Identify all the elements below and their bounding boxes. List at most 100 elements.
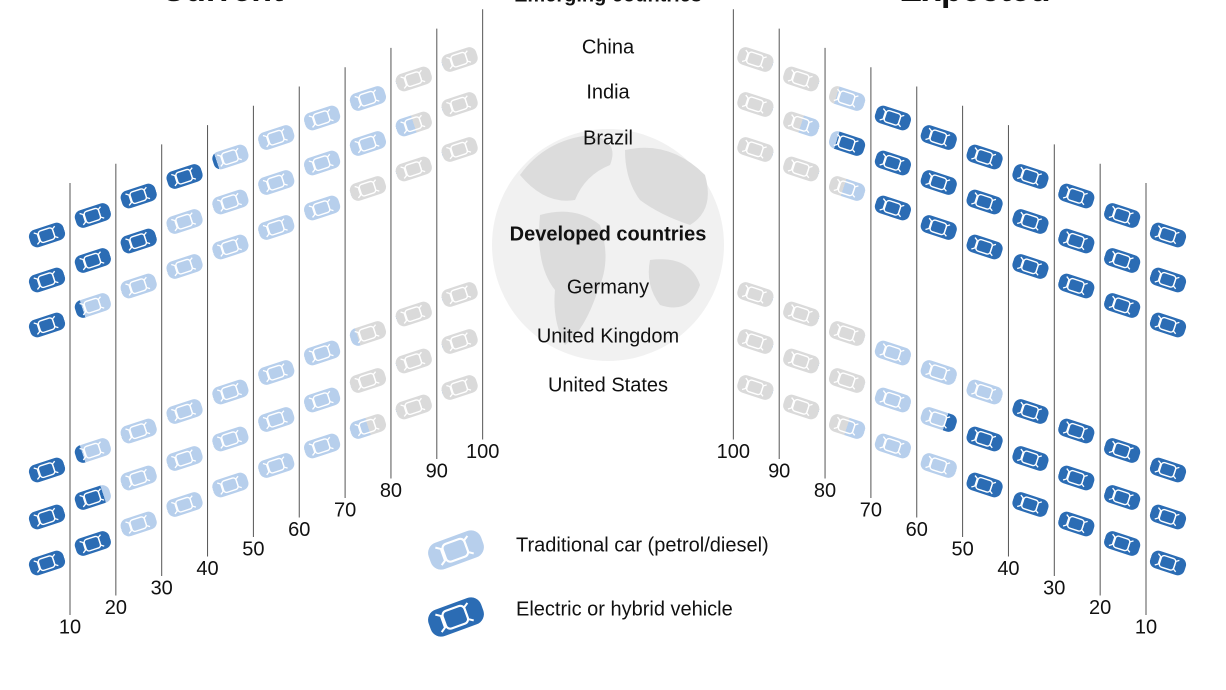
x-tick-label: 30 bbox=[151, 577, 173, 599]
car-icon bbox=[828, 368, 866, 393]
country-label: United States bbox=[548, 374, 668, 396]
car-icon bbox=[28, 550, 66, 576]
car-icon bbox=[74, 203, 111, 228]
x-tick-label: 90 bbox=[426, 460, 448, 482]
car-icon bbox=[441, 329, 478, 354]
car-icon bbox=[783, 394, 820, 420]
car-icon bbox=[304, 195, 341, 221]
x-tick-label: 60 bbox=[288, 519, 310, 541]
car-icon bbox=[1058, 465, 1095, 491]
car-icon bbox=[1058, 183, 1095, 209]
car-icon bbox=[920, 407, 957, 432]
car-icon bbox=[920, 360, 957, 385]
car-icon bbox=[395, 156, 432, 182]
car-icon bbox=[1149, 457, 1187, 483]
car-icon bbox=[212, 472, 249, 498]
car-icon bbox=[828, 321, 866, 346]
car-icon bbox=[737, 92, 774, 117]
car-icon bbox=[349, 368, 387, 393]
car-icon bbox=[395, 394, 432, 420]
car-icon bbox=[737, 137, 774, 162]
car-icon bbox=[349, 176, 387, 201]
car-icon bbox=[1058, 228, 1095, 254]
car-icon bbox=[783, 301, 820, 327]
legend-label: Electric or hybrid vehicle bbox=[516, 598, 733, 620]
car-icon bbox=[828, 86, 866, 111]
car-icon bbox=[1149, 550, 1187, 576]
panel-title: Current bbox=[161, 0, 284, 9]
car-icon bbox=[1104, 293, 1141, 318]
legend-swatch bbox=[428, 530, 484, 570]
car-icon bbox=[166, 209, 203, 234]
legend-swatch bbox=[428, 597, 484, 637]
car-icon bbox=[74, 485, 111, 510]
car-icon bbox=[166, 399, 203, 424]
car-icon bbox=[349, 86, 387, 111]
car-icon bbox=[258, 215, 295, 240]
car-icon bbox=[874, 195, 911, 221]
car-icon bbox=[28, 267, 66, 293]
car-icon bbox=[1149, 312, 1187, 338]
car-icon bbox=[304, 105, 341, 131]
car-icon bbox=[920, 170, 957, 195]
car-icon bbox=[737, 282, 774, 307]
car-icon bbox=[737, 375, 774, 400]
car-icon bbox=[166, 446, 203, 471]
car-icon bbox=[441, 375, 478, 400]
car-icon bbox=[1104, 203, 1141, 228]
car-icon bbox=[120, 228, 157, 254]
car-icon bbox=[874, 340, 911, 366]
x-tick-label: 10 bbox=[59, 616, 81, 638]
car-icon bbox=[920, 215, 957, 240]
car-icon bbox=[1104, 531, 1141, 556]
panel-title: Expected bbox=[899, 0, 1050, 9]
x-tick-label: 30 bbox=[1043, 577, 1065, 599]
car-icon bbox=[120, 183, 157, 209]
x-tick-label: 20 bbox=[105, 597, 127, 619]
car-icon bbox=[966, 426, 1003, 452]
car-icon bbox=[920, 453, 957, 478]
car-icon bbox=[1104, 248, 1141, 273]
car-icon bbox=[783, 111, 820, 137]
car-icon bbox=[395, 348, 432, 374]
car-icon bbox=[966, 144, 1003, 170]
car-icon bbox=[1012, 492, 1049, 517]
x-tick-label: 70 bbox=[334, 499, 356, 521]
car-icon bbox=[1149, 504, 1187, 530]
x-tick-label: 80 bbox=[814, 480, 836, 502]
car-icon bbox=[28, 457, 66, 483]
country-label: China bbox=[582, 36, 635, 58]
x-tick-label: 40 bbox=[196, 558, 218, 580]
legend-label: Traditional car (petrol/diesel) bbox=[516, 534, 769, 556]
car-icon bbox=[395, 111, 432, 137]
car-icon bbox=[349, 131, 387, 156]
car-icon bbox=[1058, 273, 1095, 299]
globe bbox=[492, 129, 724, 361]
car-icon bbox=[828, 414, 866, 439]
car-icon bbox=[258, 360, 295, 385]
car-icon bbox=[304, 433, 341, 459]
car-icon bbox=[166, 492, 203, 517]
car-icon bbox=[441, 92, 478, 117]
car-icon bbox=[74, 438, 111, 463]
car-icon bbox=[1058, 511, 1095, 537]
car-icon bbox=[874, 150, 911, 176]
car-icon bbox=[74, 248, 111, 273]
car-icon bbox=[874, 105, 911, 131]
car-icon bbox=[966, 234, 1003, 260]
car-icon bbox=[441, 47, 478, 72]
car-icon bbox=[74, 293, 111, 318]
car-icon bbox=[212, 144, 249, 170]
car-icon bbox=[1149, 267, 1187, 293]
car-icon bbox=[212, 426, 249, 452]
car-icon bbox=[1104, 485, 1141, 510]
car-icon bbox=[966, 472, 1003, 498]
country-label: Germany bbox=[567, 276, 649, 298]
country-label: United Kingdom bbox=[537, 325, 679, 347]
car-icon bbox=[737, 47, 774, 72]
car-icon bbox=[28, 312, 66, 338]
car-icon bbox=[349, 321, 387, 346]
car-icon bbox=[874, 433, 911, 459]
car-icon bbox=[783, 66, 820, 92]
